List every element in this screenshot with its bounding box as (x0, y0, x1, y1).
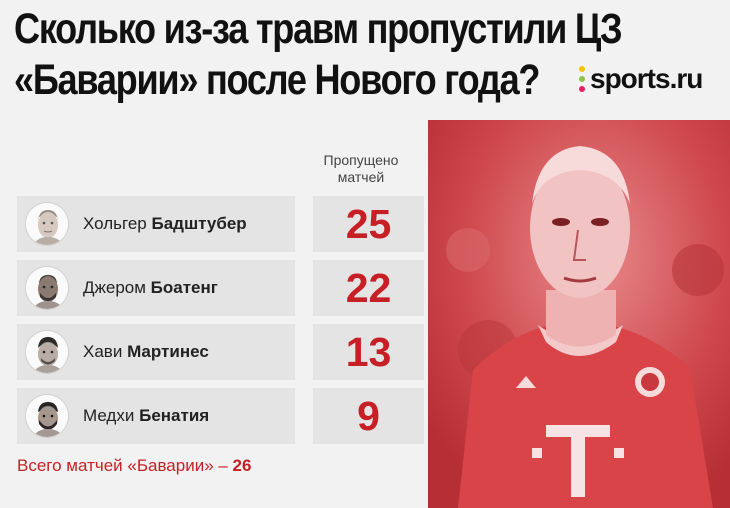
player-photo-illustration (428, 120, 730, 508)
player-avatar (25, 202, 69, 246)
avatar-face-icon (26, 267, 68, 309)
total-matches-note: Всего матчей «Баварии» – 26 (17, 456, 251, 476)
avatar-face-icon (26, 331, 68, 373)
logo-text: sports.ru (590, 63, 703, 94)
player-name: Джером Боатенг (83, 260, 218, 316)
player-first-name: Хольгер (83, 214, 147, 233)
player-photo (428, 120, 730, 508)
missed-matches-value: 9 (313, 388, 424, 444)
table-row: Джером Боатенг 22 (17, 260, 424, 316)
missed-matches-value: 13 (313, 324, 424, 380)
title-line-1: Сколько из-за травм пропустили ЦЗ (14, 5, 623, 53)
player-first-name: Джером (83, 278, 146, 297)
player-last-name: Боатенг (150, 278, 218, 297)
total-matches-label: Всего матчей «Баварии» – (17, 456, 233, 475)
table-row: Хави Мартинес 13 (17, 324, 424, 380)
missed-matches-value: 22 (313, 260, 424, 316)
logo-dots-icon (578, 66, 586, 92)
player-first-name: Медхи (83, 406, 135, 425)
player-first-name: Хави (83, 342, 123, 361)
value-column-header: Пропущено матчей (300, 152, 422, 186)
title-line-2: «Баварии» после Нового года? (14, 56, 540, 104)
players-table: Хольгер Бадштубер 25 Джером Боатенг 22 (17, 196, 424, 452)
avatar-face-icon (26, 203, 68, 245)
chart-title: Сколько из-за травм пропустили ЦЗ «Бавар… (14, 4, 623, 106)
player-last-name: Бадштубер (151, 214, 247, 233)
player-name: Хольгер Бадштубер (83, 196, 247, 252)
table-row: Хольгер Бадштубер 25 (17, 196, 424, 252)
value-header-line-2: матчей (337, 169, 385, 185)
player-name: Хави Мартинес (83, 324, 209, 380)
value-header-line-1: Пропущено (323, 152, 399, 168)
player-avatar (25, 394, 69, 438)
player-avatar (25, 266, 69, 310)
player-avatar (25, 330, 69, 374)
avatar-face-icon (26, 395, 68, 437)
player-last-name: Мартинес (127, 342, 209, 361)
sports-ru-logo[interactable]: sports.ru (578, 62, 703, 96)
table-row: Медхи Бенатия 9 (17, 388, 424, 444)
total-matches-value: 26 (232, 456, 252, 475)
player-last-name: Бенатия (139, 406, 210, 425)
missed-matches-value: 25 (313, 196, 424, 252)
player-name: Медхи Бенатия (83, 388, 209, 444)
